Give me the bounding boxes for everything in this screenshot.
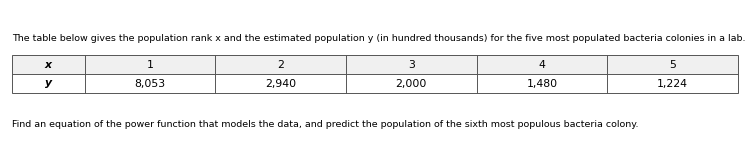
Text: 1,480: 1,480 [526,79,557,89]
Bar [477,74,608,93]
Text: 5: 5 [669,59,676,69]
Bar [12,55,738,93]
Bar [85,55,215,74]
Text: 1: 1 [146,59,154,69]
Text: 4: 4 [538,59,545,69]
Bar [12,55,85,74]
Bar [85,74,215,93]
Text: y: y [45,79,52,89]
Text: 8,053: 8,053 [134,79,166,89]
Text: Find an equation of the power function that models the data, and predict the pop: Find an equation of the power function t… [12,120,638,129]
Bar [477,55,608,74]
Bar [346,74,477,93]
Text: The table below gives the population rank x and the estimated population y (in h: The table below gives the population ran… [12,34,746,43]
Text: 2: 2 [278,59,284,69]
Bar [608,55,738,74]
Text: 1,224: 1,224 [657,79,688,89]
Text: 2,000: 2,000 [395,79,427,89]
Text: x: x [45,59,52,69]
Bar [215,74,346,93]
Bar [12,74,85,93]
Text: 3: 3 [408,59,415,69]
Bar [608,74,738,93]
Text: 2,940: 2,940 [265,79,296,89]
Bar [346,55,477,74]
Bar [215,55,346,74]
